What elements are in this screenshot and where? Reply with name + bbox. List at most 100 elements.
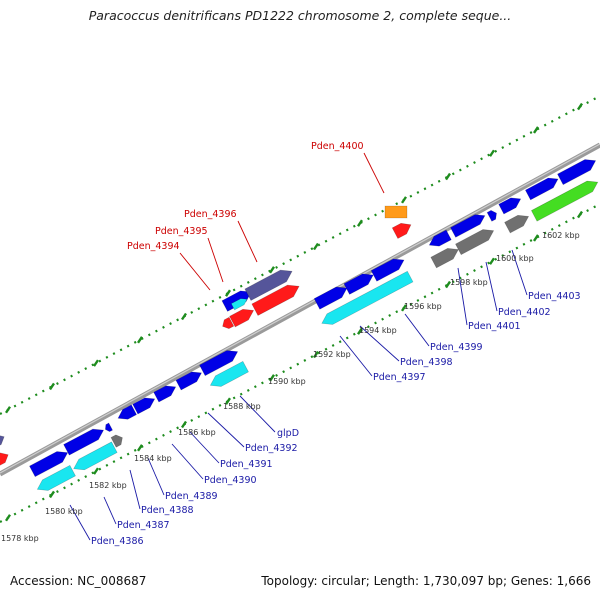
major-tick [181,312,187,321]
kbp-label: 1580 kbp [45,507,83,516]
gene-arrow[interactable] [530,177,600,222]
backbone-highlight [0,143,600,474]
gene-arrow[interactable] [103,422,113,433]
gene-label-Pden_4387[interactable]: Pden_4387 [117,520,170,531]
gene-arrow-Pden_4395b[interactable] [251,281,302,316]
gene-arrow[interactable] [115,404,137,423]
gene-arrow[interactable] [343,270,376,295]
gene-arrow[interactable] [498,194,524,215]
gene-label-Pden_4397[interactable]: Pden_4397 [373,372,426,383]
gene-label-Pden_4396[interactable]: Pden_4396 [184,209,237,220]
major-tick [577,102,583,111]
major-tick [313,350,319,359]
leader-line [207,412,245,448]
gene-arrow[interactable] [153,382,179,403]
gene-arrow[interactable] [63,425,107,456]
gene-arrow[interactable] [455,225,497,256]
label-leader-lines [69,152,528,541]
gene-label-Pden_4389[interactable]: Pden_4389 [165,491,218,502]
gene-label-Pden_4386[interactable]: Pden_4386 [91,536,144,547]
kbp-label: 1582 kbp [89,481,127,490]
gene-features[interactable] [0,155,600,494]
gene-arrow-Pden_4395[interactable] [229,305,257,328]
gene-edge-left-upper[interactable] [0,432,7,449]
major-tick [269,266,275,274]
gene-arrow[interactable] [35,464,76,494]
leader-line [359,325,400,362]
gene-arrow-Pden_4400[interactable] [391,219,414,239]
accession-text: Accession: NC_008687 [10,574,147,588]
gene-box-Pden_4400[interactable] [384,205,408,219]
gene-arrow[interactable] [524,174,560,201]
gene-arrow[interactable] [29,447,71,478]
kbp-label: 1596 kbp [404,302,442,311]
gene-arrow-Pden_4394-inner[interactable] [230,296,248,311]
kbp-label: 1592 kbp [313,350,351,359]
major-tick [49,490,55,499]
gene-arrow[interactable] [427,229,452,250]
gene-label-Pden_4394[interactable]: Pden_4394 [127,241,180,252]
gene-label-Pden_4402[interactable]: Pden_4402 [498,307,551,318]
gene-edge-left-red[interactable] [0,450,11,467]
gene-arrow[interactable] [313,283,350,310]
leader-line [179,252,211,291]
gene-arrow-Pden_4396[interactable] [244,266,295,301]
gene-label-Pden_4400[interactable]: Pden_4400 [311,141,364,152]
gene-label-glpD[interactable]: glpD [277,428,299,439]
chromosome-backbone [0,142,600,477]
leader-line [511,249,528,296]
gene-label-Pden_4401[interactable]: Pden_4401 [468,321,521,332]
genome-summary-text: Topology: circular; Length: 1,730,097 bp… [261,574,591,588]
gene-arrow[interactable] [504,211,532,234]
leader-line [103,496,117,525]
gene-label-Pden_4390[interactable]: Pden_4390 [204,475,257,486]
gene-arrow[interactable] [319,270,414,328]
kbp-label: 1590 kbp [268,377,306,386]
kbp-label: 1594 kbp [359,326,397,335]
gene-label-Pden_4388[interactable]: Pden_4388 [141,505,194,516]
leader-line [207,237,224,283]
gene-arrow[interactable] [557,155,599,186]
outer-tick-track [0,95,600,415]
leader-line [339,335,373,377]
gene-arrow[interactable] [110,433,125,448]
leader-line [239,395,276,433]
gene-label-Pden_4395[interactable]: Pden_4395 [155,226,208,237]
kbp-label: 1584 kbp [134,454,172,463]
gene-arrow[interactable] [370,255,407,282]
gene-arrow[interactable] [486,209,499,222]
gene-arrow[interactable] [71,441,118,474]
gene-arrow[interactable] [430,244,461,269]
gene-label-Pden_4403[interactable]: Pden_4403 [528,291,581,302]
major-tick [401,304,407,312]
gene-arrow[interactable] [132,394,158,415]
kbp-label: 1588 kbp [223,402,261,411]
gene-arrow[interactable] [175,368,204,391]
leader-line [404,313,430,347]
gene-label-Pden_4398[interactable]: Pden_4398 [400,357,453,368]
leader-line [457,267,468,326]
major-tick [225,397,231,405]
gene-arrow[interactable] [208,360,249,390]
major-tick [137,336,143,344]
map-title: Paracoccus denitrificans PD1222 chromoso… [88,8,512,23]
gene-label-Pden_4399[interactable]: Pden_4399 [430,342,483,353]
leader-line [189,431,220,464]
major-tick [401,196,407,204]
gene-label-Pden_4392[interactable]: Pden_4392 [245,443,298,454]
major-ticks [5,102,583,522]
kbp-label: 1578 kbp [1,534,39,543]
major-tick [49,382,55,391]
major-tick [93,467,99,475]
major-tick [225,289,231,297]
major-tick [445,280,451,289]
gene-label-Pden_4391[interactable]: Pden_4391 [220,459,273,470]
major-tick [533,234,539,242]
major-tick [93,359,99,367]
gene-arrow-red-small[interactable] [220,316,235,331]
major-tick [5,514,11,522]
gene-arrow[interactable] [199,346,241,377]
gene-arrow[interactable] [450,211,488,238]
leader-line [147,457,165,496]
